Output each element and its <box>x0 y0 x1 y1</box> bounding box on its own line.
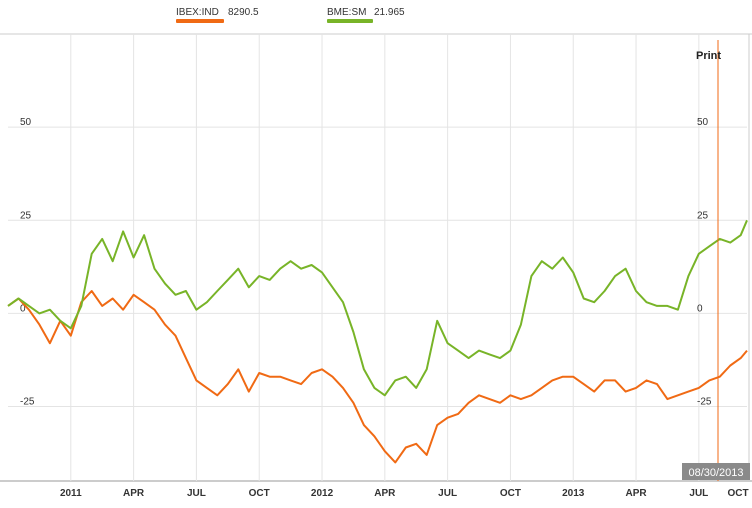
legend-value-bme: 21.965 <box>374 7 405 18</box>
legend: IBEX:IND 8290.5 BME:SM 21.965 <box>176 7 405 23</box>
legend-label-bme: BME:SM <box>327 7 366 18</box>
x-tick-4: 2012 <box>311 488 334 499</box>
x-tick-0: 2011 <box>60 488 82 499</box>
legend-swatch-bme <box>327 19 373 23</box>
x-tick-1: APR <box>123 488 145 499</box>
y-axis-left: 50 25 0 -25 <box>20 117 35 407</box>
legend-label-ibex: IBEX:IND <box>176 7 219 18</box>
date-badge-label: 08/30/2013 <box>688 467 743 479</box>
legend-value-ibex: 8290.5 <box>228 7 259 18</box>
x-tick-8: 2013 <box>562 488 585 499</box>
series-group <box>7 219 748 464</box>
y-tick-left-0: 50 <box>20 117 32 128</box>
x-tick-5: APR <box>374 488 396 499</box>
x-tick-11: OCT <box>727 488 748 499</box>
crosshair-date-badge: 08/30/2013 <box>682 463 750 480</box>
series-line-bme <box>7 219 748 397</box>
y-tick-left-3: -25 <box>20 397 35 408</box>
x-tick-9: APR <box>625 488 647 499</box>
x-tick-7: OCT <box>500 488 521 499</box>
y-tick-left-2: 0 <box>20 303 26 314</box>
y-tick-right-1: 25 <box>697 210 709 221</box>
legend-swatch-ibex <box>176 19 224 23</box>
y-axis-right: 50 25 0 -25 <box>697 117 712 407</box>
x-axis: 2011 APR JUL OCT 2012 APR JUL OCT 2013 APR JUL OCT <box>60 488 749 499</box>
legend-item-bme[interactable]: BME:SM 21.965 <box>327 7 405 23</box>
series-line-ibex <box>7 290 748 464</box>
y-tick-right-2: 0 <box>697 303 703 314</box>
x-tick-10: JUL <box>689 488 708 499</box>
y-tick-right-0: 50 <box>697 117 709 128</box>
legend-item-ibex[interactable]: IBEX:IND 8290.5 <box>176 7 259 23</box>
grid <box>8 34 747 481</box>
x-tick-2: JUL <box>187 488 206 499</box>
x-tick-6: JUL <box>438 488 457 499</box>
date-badge-bg <box>682 463 750 480</box>
print-button[interactable]: Print <box>696 50 721 62</box>
x-tick-3: OCT <box>249 488 270 499</box>
y-tick-left-1: 25 <box>20 210 32 221</box>
y-tick-right-3: -25 <box>697 397 712 408</box>
